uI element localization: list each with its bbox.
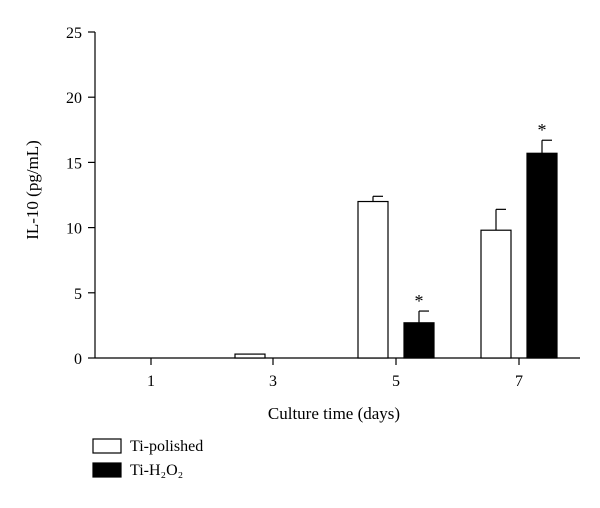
bar-ti-polished xyxy=(480,229,512,359)
y-tick-label: 25 xyxy=(66,25,82,42)
x-tick-label: 5 xyxy=(392,373,400,390)
y-tick-label: 10 xyxy=(66,221,82,238)
significance-marker: * xyxy=(415,291,424,311)
legend-label: Ti-polished xyxy=(130,438,203,455)
y-tick-label: 5 xyxy=(74,286,82,303)
y-tick-label: 15 xyxy=(66,155,82,172)
x-tick-label: 3 xyxy=(269,373,277,390)
legend-swatch xyxy=(92,438,122,454)
bars: ** xyxy=(234,120,558,359)
y-axis: 0 5 10 15 20 25 xyxy=(66,25,96,368)
significance-marker: * xyxy=(538,120,547,140)
x-tick-label: 1 xyxy=(147,373,155,390)
bar-ti-h2o2 xyxy=(526,152,558,359)
bar-ti-h2o2 xyxy=(403,322,435,359)
y-axis-title: IL-10 (pg/mL) xyxy=(23,140,42,240)
x-tick-label: 7 xyxy=(515,373,523,390)
x-axis-title: Culture time (days) xyxy=(268,404,400,423)
y-tick-label: 0 xyxy=(74,351,82,368)
x-axis: 1 3 5 7 xyxy=(95,357,580,390)
bar-ti-polished xyxy=(234,353,266,359)
legend: Ti-polished Ti-H₂O₂ xyxy=(92,438,203,479)
legend-swatch xyxy=(92,462,122,478)
legend-label: Ti-H₂O₂ xyxy=(130,462,183,479)
bar-ti-polished xyxy=(357,200,389,359)
y-tick-label: 20 xyxy=(66,90,82,107)
